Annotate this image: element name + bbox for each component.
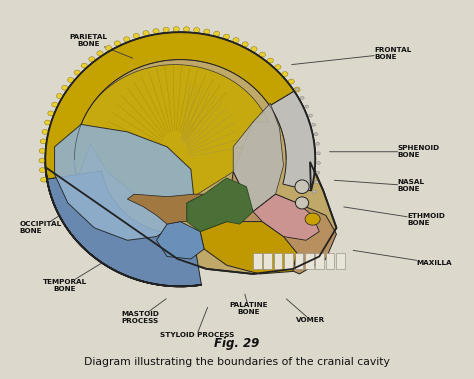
FancyBboxPatch shape <box>336 253 345 269</box>
Circle shape <box>74 70 80 75</box>
Text: SPHENOID
BONE: SPHENOID BONE <box>329 145 440 158</box>
Polygon shape <box>46 32 294 179</box>
Circle shape <box>309 114 312 117</box>
Text: OCCIPITAL
BONE: OCCIPITAL BONE <box>19 216 62 234</box>
Circle shape <box>183 27 190 32</box>
Circle shape <box>42 129 48 134</box>
FancyBboxPatch shape <box>326 253 334 269</box>
Circle shape <box>242 42 248 47</box>
Circle shape <box>223 34 229 39</box>
Ellipse shape <box>295 180 309 194</box>
Text: ETHMOID
BONE: ETHMOID BONE <box>344 207 445 226</box>
Text: MAXILLA: MAXILLA <box>353 251 452 266</box>
Polygon shape <box>55 124 193 240</box>
Circle shape <box>259 52 265 57</box>
Circle shape <box>52 102 58 107</box>
Circle shape <box>301 96 304 99</box>
FancyBboxPatch shape <box>264 253 272 269</box>
Circle shape <box>317 152 320 155</box>
Circle shape <box>40 139 46 144</box>
Circle shape <box>62 85 68 90</box>
Text: PALATINE
BONE: PALATINE BONE <box>229 294 268 315</box>
Polygon shape <box>270 91 315 191</box>
Polygon shape <box>253 194 319 240</box>
Circle shape <box>314 133 318 136</box>
FancyBboxPatch shape <box>253 253 262 269</box>
Circle shape <box>56 94 63 99</box>
Circle shape <box>312 123 316 126</box>
FancyBboxPatch shape <box>305 253 314 269</box>
FancyBboxPatch shape <box>274 253 283 269</box>
Circle shape <box>282 72 288 77</box>
Circle shape <box>193 28 200 33</box>
Polygon shape <box>128 194 204 224</box>
Circle shape <box>295 88 299 91</box>
Circle shape <box>315 181 319 184</box>
Circle shape <box>305 213 320 225</box>
Text: TEMPORAL
BONE: TEMPORAL BONE <box>43 263 102 292</box>
Circle shape <box>105 45 111 50</box>
Circle shape <box>45 120 51 125</box>
Text: PARIETAL
BONE: PARIETAL BONE <box>69 34 133 58</box>
Circle shape <box>312 190 316 193</box>
Circle shape <box>288 79 294 84</box>
Circle shape <box>173 27 179 31</box>
Circle shape <box>39 168 46 172</box>
FancyBboxPatch shape <box>316 253 324 269</box>
Polygon shape <box>187 178 253 232</box>
Circle shape <box>163 27 169 32</box>
Polygon shape <box>200 222 297 274</box>
Circle shape <box>275 64 281 69</box>
Circle shape <box>317 161 320 164</box>
Circle shape <box>294 87 300 92</box>
Circle shape <box>48 111 54 116</box>
Circle shape <box>316 142 319 145</box>
Text: Diagram illustrating the boundaries of the cranial cavity: Diagram illustrating the boundaries of t… <box>84 357 390 367</box>
Circle shape <box>214 31 220 36</box>
Circle shape <box>233 38 239 42</box>
Circle shape <box>39 149 46 153</box>
Text: NASAL
BONE: NASAL BONE <box>334 179 425 192</box>
Polygon shape <box>233 103 283 211</box>
Circle shape <box>68 77 74 82</box>
Circle shape <box>133 33 139 38</box>
Polygon shape <box>74 64 268 203</box>
FancyBboxPatch shape <box>295 253 303 269</box>
Circle shape <box>267 58 273 63</box>
Circle shape <box>143 31 149 36</box>
Text: STYLOID PROCESS: STYLOID PROCESS <box>160 307 234 338</box>
Text: Fig. 29: Fig. 29 <box>214 337 260 350</box>
Circle shape <box>39 158 45 163</box>
Circle shape <box>124 37 130 42</box>
Circle shape <box>316 171 320 174</box>
Circle shape <box>41 177 47 182</box>
Circle shape <box>204 29 210 34</box>
Circle shape <box>114 41 120 46</box>
Ellipse shape <box>295 197 309 209</box>
Polygon shape <box>47 171 201 287</box>
Circle shape <box>153 29 159 34</box>
Circle shape <box>89 57 95 62</box>
Text: VOMER: VOMER <box>286 299 325 323</box>
Polygon shape <box>227 172 337 274</box>
Circle shape <box>97 51 103 56</box>
Circle shape <box>305 105 309 108</box>
Polygon shape <box>46 32 337 287</box>
Text: MASTOID
PROCESS: MASTOID PROCESS <box>121 299 166 324</box>
Text: FRONTAL
BONE: FRONTAL BONE <box>292 47 411 64</box>
FancyBboxPatch shape <box>284 253 293 269</box>
Polygon shape <box>156 222 204 259</box>
Circle shape <box>81 63 87 68</box>
Circle shape <box>251 47 257 52</box>
